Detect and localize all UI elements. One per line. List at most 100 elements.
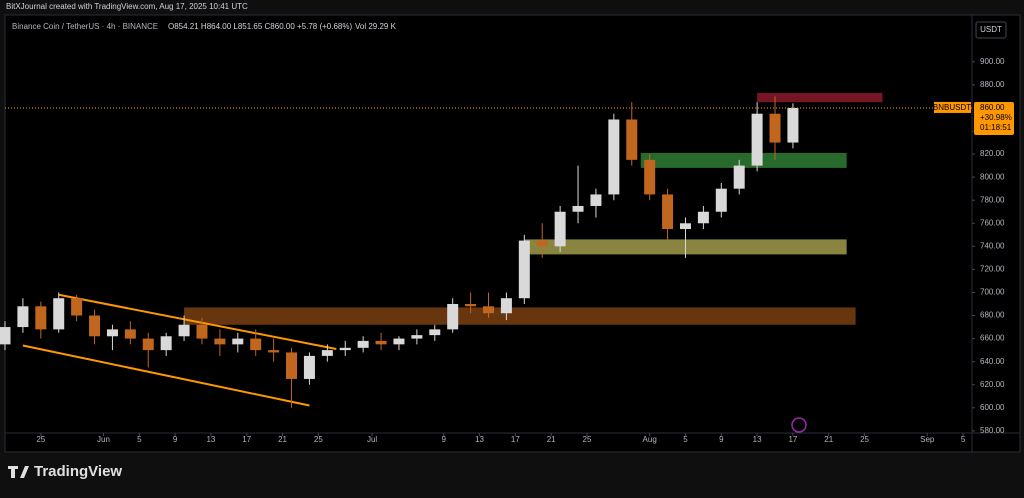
candle-body [53, 298, 65, 330]
x-tick-label: 21 [278, 435, 287, 444]
brand: TradingView [34, 463, 122, 480]
candle-body [447, 303, 459, 330]
x-tick-label: 5 [961, 435, 966, 444]
x-tick-label: Jul [367, 435, 377, 444]
candle-body [697, 211, 709, 224]
x-tick-label: 17 [511, 435, 520, 444]
candle-body [608, 119, 620, 195]
zone[interactable] [757, 92, 883, 103]
candle-body [178, 324, 190, 337]
candle-body [465, 303, 477, 307]
x-tick-label: 17 [788, 435, 797, 444]
candle-body [357, 340, 369, 348]
candle-body [268, 350, 280, 353]
candle-body [303, 355, 315, 379]
candle-body [751, 113, 763, 166]
candle-body [160, 336, 172, 351]
candle-body [106, 329, 118, 337]
candle-body [733, 165, 745, 189]
x-tick-label: 9 [442, 435, 447, 444]
zone[interactable] [640, 152, 847, 168]
y-tick-label: 660.00 [980, 334, 1005, 343]
y-tick-label: 880.00 [980, 80, 1005, 89]
candle-body [214, 338, 226, 345]
brand-logo [8, 466, 29, 478]
y-tick-label: 700.00 [980, 288, 1005, 297]
candle-body [250, 338, 262, 351]
x-tick-label: 17 [242, 435, 251, 444]
x-tick-label: 13 [206, 435, 215, 444]
y-tick-label: 800.00 [980, 172, 1005, 181]
x-tick-label: 13 [753, 435, 762, 444]
candle-body [554, 211, 566, 247]
watermark: BitXJournal created with TradingView.com… [6, 2, 248, 11]
x-tick-label: 9 [719, 435, 724, 444]
x-tick-label: 9 [173, 435, 178, 444]
x-tick-label: Sep [920, 435, 935, 444]
candle-body [375, 340, 387, 345]
y-tick-label: 900.00 [980, 57, 1005, 66]
candle-body [339, 347, 351, 351]
y-tick-label: 780.00 [980, 195, 1005, 204]
x-tick-label: 21 [824, 435, 833, 444]
y-tick-label: 720.00 [980, 265, 1005, 274]
event-icon[interactable] [791, 417, 807, 433]
y-tick-label: 740.00 [980, 241, 1005, 250]
currency[interactable]: USDT [980, 25, 1002, 34]
change: +30.98% [980, 113, 1012, 122]
trendline[interactable] [22, 344, 310, 407]
x-tick-label: 13 [475, 435, 484, 444]
volume: Vol 29.29 K [355, 22, 397, 31]
y-tick-label: 760.00 [980, 218, 1005, 227]
x-tick-label: 5 [137, 435, 142, 444]
candle-body [626, 119, 638, 160]
y-tick-label: 600.00 [980, 403, 1005, 412]
last-price: 860.00 [980, 103, 1005, 112]
candle-body [196, 324, 208, 339]
symbol: Binance Coin / TetherUS · 4h · BINANCE [12, 22, 158, 31]
zone[interactable] [184, 307, 856, 325]
candle-body [35, 306, 47, 330]
ohlc: O854.21 H864.00 L851.65 C860.00 +5.78 (+… [168, 22, 352, 31]
y-tick-label: 680.00 [980, 311, 1005, 320]
x-tick-label: Jun [97, 435, 110, 444]
candle-body [89, 315, 101, 337]
countdown: 01:18:51 [980, 123, 1012, 132]
candle-body [124, 329, 136, 339]
candle-body [536, 240, 548, 247]
x-tick-label: 25 [583, 435, 592, 444]
candle-body [518, 240, 530, 299]
candle-body [393, 338, 405, 345]
price-box [974, 101, 1014, 135]
candle-body [500, 298, 512, 314]
candle-body [590, 194, 602, 206]
currency-box[interactable] [975, 21, 1007, 39]
candle-body [17, 306, 29, 328]
candle-body [321, 350, 333, 356]
candle-body [715, 188, 727, 212]
candle-body [0, 327, 11, 345]
x-tick-label: 25 [860, 435, 869, 444]
ticker-box [934, 101, 971, 113]
candle-body [679, 223, 691, 230]
x-tick-label: 25 [314, 435, 323, 444]
candle-body [769, 113, 781, 143]
candle-body [286, 352, 298, 379]
chart-frame [4, 14, 1021, 453]
candle-body [429, 329, 441, 336]
x-tick-label: 5 [683, 435, 688, 444]
candle-body [142, 338, 154, 351]
candle-body [483, 306, 494, 314]
y-tick-label: 820.00 [980, 149, 1005, 158]
ticker: BNBUSDT [933, 103, 971, 112]
y-tick-label: 580.00 [980, 426, 1005, 435]
candle-body [411, 335, 423, 339]
candle-body [71, 298, 83, 316]
candle-body [644, 159, 656, 195]
y-tick-label: 620.00 [980, 380, 1005, 389]
candle-body [572, 205, 584, 212]
x-tick-label: 21 [547, 435, 556, 444]
trendline[interactable] [58, 293, 337, 350]
